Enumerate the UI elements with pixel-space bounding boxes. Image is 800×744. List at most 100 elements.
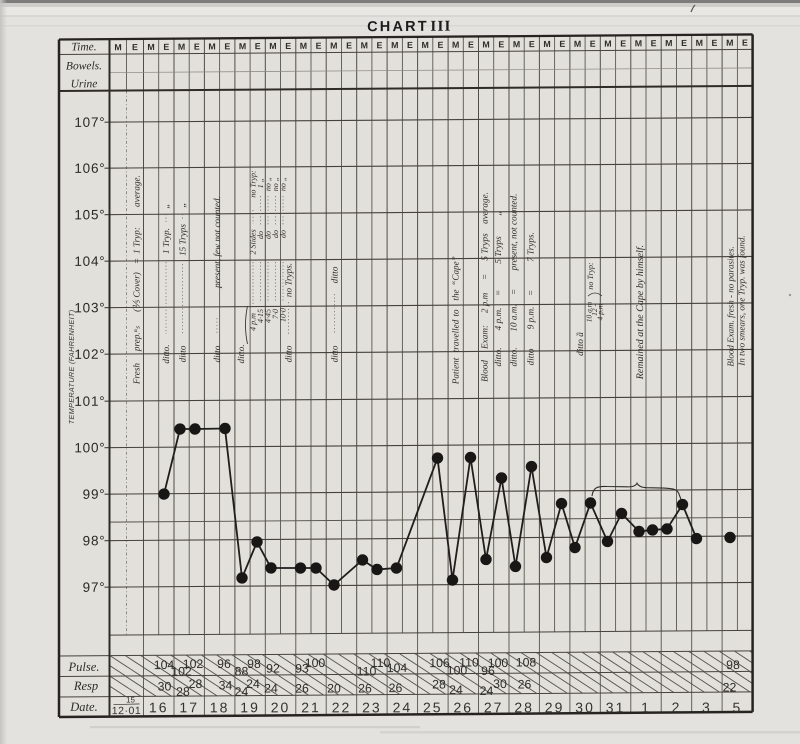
svg-text:average.: average.: [132, 175, 142, 207]
svg-text:E: E: [498, 39, 504, 49]
svg-text:17: 17: [179, 699, 199, 715]
svg-text:In two smears, one Tryp. was f: In two smears, one Tryp. was found.: [737, 235, 747, 366]
svg-text:12 -: 12 -: [590, 304, 599, 316]
svg-text:106°: 106°: [74, 161, 105, 176]
svg-text:24: 24: [235, 685, 249, 699]
svg-text:9 p.m.: 9 p.m.: [526, 307, 536, 330]
svg-text:30: 30: [493, 677, 507, 691]
svg-text:Patient: Patient: [451, 357, 461, 385]
svg-text:E: E: [163, 42, 169, 52]
svg-text:E: E: [651, 38, 657, 48]
svg-text:19: 19: [240, 699, 260, 715]
svg-text:E: E: [407, 40, 413, 50]
svg-text:E: E: [437, 40, 443, 50]
svg-text:E: E: [377, 40, 383, 50]
svg-text:ditto.: ditto.: [493, 347, 503, 366]
svg-text:M: M: [330, 41, 337, 51]
svg-text:M: M: [452, 40, 459, 50]
svg-text:15 Tryps: 15 Tryps: [178, 224, 188, 256]
svg-text:do: do: [264, 231, 273, 239]
svg-text:Remained at the Cape by himsel: Remained at the Cape by himself.: [635, 245, 646, 381]
svg-text:M: M: [604, 39, 611, 49]
svg-text:26: 26: [295, 681, 309, 695]
svg-text:24: 24: [393, 699, 413, 715]
svg-text:5 Tryps: 5 Tryps: [480, 233, 490, 261]
svg-text:7 Tryps.: 7 Tryps.: [526, 232, 536, 262]
svg-text:Time.: Time.: [71, 41, 96, 53]
svg-text:E: E: [468, 40, 474, 50]
svg-text:24: 24: [264, 681, 278, 695]
svg-text:do: do: [271, 230, 280, 238]
svg-text:110: 110: [371, 656, 391, 670]
svg-text:4 p.m: 4 p.m: [596, 303, 605, 320]
svg-text:travelled: travelled: [451, 319, 461, 352]
svg-text:ditto: ditto: [212, 345, 222, 362]
svg-text:E: E: [132, 42, 138, 52]
svg-text:110: 110: [459, 655, 479, 669]
svg-text:92: 92: [266, 661, 280, 675]
svg-text:M: M: [147, 42, 154, 52]
svg-text:24: 24: [246, 677, 260, 691]
svg-text:24: 24: [449, 683, 463, 697]
svg-text:26: 26: [454, 699, 474, 715]
svg-text:106: 106: [429, 656, 450, 670]
svg-text:28: 28: [176, 685, 190, 699]
svg-text:105°: 105°: [74, 207, 105, 222]
svg-text:101°: 101°: [74, 394, 105, 409]
svg-text:M: M: [178, 42, 185, 52]
svg-text:100°: 100°: [74, 440, 105, 455]
svg-text:M: M: [114, 42, 121, 52]
svg-text:=: =: [480, 274, 490, 280]
svg-text:E: E: [712, 38, 718, 48]
svg-text:28: 28: [189, 677, 203, 691]
svg-text:107°: 107°: [74, 115, 105, 130]
svg-text:30: 30: [575, 699, 595, 715]
svg-text:M: M: [300, 41, 307, 51]
svg-text:Date.: Date.: [69, 700, 97, 714]
svg-text:„: „: [493, 210, 504, 216]
svg-text:=: =: [526, 290, 536, 296]
svg-text:88: 88: [235, 664, 249, 678]
svg-text:no „: no „: [271, 177, 280, 192]
svg-text:96: 96: [481, 664, 495, 678]
svg-text:102°: 102°: [74, 347, 105, 362]
svg-text:22: 22: [332, 699, 352, 715]
svg-text:M: M: [361, 40, 368, 50]
svg-text:Blood: Blood: [480, 360, 490, 382]
svg-text:no Tryps.: no Tryps.: [284, 263, 294, 297]
svg-text:M: M: [696, 38, 703, 48]
svg-text:III: III: [430, 19, 451, 35]
svg-text:2: 2: [672, 699, 682, 715]
svg-text:102: 102: [171, 664, 192, 678]
svg-text:Exam:: Exam:: [480, 325, 490, 350]
svg-text:E: E: [285, 41, 291, 51]
svg-text:=: =: [493, 290, 503, 296]
svg-text:1 Tryp.: 1 Tryp.: [161, 228, 171, 254]
svg-text:M: M: [543, 39, 550, 49]
svg-text:97°: 97°: [83, 580, 106, 595]
svg-text:5: 5: [733, 699, 743, 715]
svg-text:ditto.: ditto.: [161, 344, 171, 363]
svg-text:108: 108: [516, 655, 537, 669]
svg-text:30: 30: [158, 679, 172, 693]
svg-text:E: E: [255, 41, 261, 51]
svg-text:ditto ȁ: ditto ȁ: [575, 332, 585, 356]
svg-text:4 p.m.: 4 p.m.: [493, 308, 503, 331]
svg-text:ditto.: ditto.: [236, 344, 246, 363]
svg-text:„: „: [161, 203, 172, 209]
svg-text:“Cape”: “Cape”: [451, 256, 461, 286]
svg-text:to: to: [451, 309, 461, 317]
svg-text:M: M: [574, 39, 581, 49]
svg-text:26: 26: [389, 681, 403, 695]
svg-text:25: 25: [423, 699, 443, 715]
svg-text:104: 104: [387, 661, 408, 675]
svg-text:20: 20: [271, 699, 291, 715]
svg-text:ditto: ditto: [330, 266, 340, 283]
svg-text:10 a.m.: 10 a.m.: [509, 304, 519, 331]
svg-text:110: 110: [357, 664, 377, 678]
svg-text:98: 98: [247, 657, 261, 671]
svg-text:28: 28: [514, 699, 534, 715]
svg-text:do: do: [279, 230, 288, 238]
svg-text:4·15: 4·15: [256, 309, 265, 323]
svg-text:103°: 103°: [74, 300, 105, 315]
